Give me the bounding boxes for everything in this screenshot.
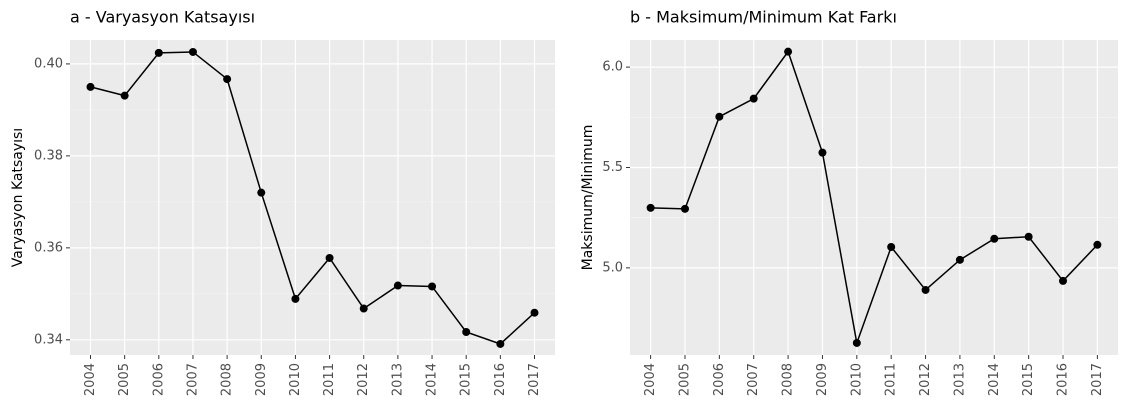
panel-title: b - Maksimum/Minimum Kat Farkı bbox=[630, 8, 897, 27]
x-tick-label: 2017 bbox=[527, 363, 542, 396]
point bbox=[646, 203, 655, 212]
x-tick-label: 2015 bbox=[459, 363, 474, 396]
y-tick-label: 0.36 bbox=[34, 240, 63, 255]
x-tick-label: 2011 bbox=[322, 363, 337, 396]
point bbox=[291, 294, 300, 303]
panel-background bbox=[70, 40, 555, 355]
point bbox=[990, 234, 999, 243]
point bbox=[223, 75, 232, 84]
point bbox=[428, 282, 437, 291]
point bbox=[188, 47, 197, 56]
y-tick-label: 0.40 bbox=[34, 56, 63, 71]
x-tick-label: 2014 bbox=[425, 363, 440, 396]
y-axis-title: Varyasyon Katsayısı bbox=[10, 128, 26, 267]
y-axis-title: Maksimum/Minimum bbox=[580, 125, 596, 271]
x-tick-label: 2013 bbox=[952, 363, 967, 396]
panel-background bbox=[630, 40, 1118, 355]
x-tick-label: 2006 bbox=[151, 363, 166, 396]
x-tick-label: 2004 bbox=[643, 363, 658, 396]
point bbox=[818, 148, 827, 157]
point bbox=[1024, 232, 1033, 241]
point bbox=[154, 48, 163, 57]
x-tick-label: 2009 bbox=[254, 363, 269, 396]
x-tick-label: 2005 bbox=[117, 363, 132, 396]
y-tick-label: 5.0 bbox=[602, 260, 623, 275]
x-tick-label: 2012 bbox=[356, 363, 371, 396]
point bbox=[530, 308, 539, 317]
point bbox=[496, 339, 505, 348]
y-tick-label: 0.34 bbox=[34, 332, 63, 347]
point bbox=[887, 242, 896, 251]
line bbox=[90, 51, 536, 345]
x-tick-label: 2016 bbox=[1056, 363, 1071, 396]
point bbox=[1059, 276, 1068, 285]
point bbox=[921, 285, 930, 294]
x-tick-label: 2008 bbox=[781, 363, 796, 396]
point bbox=[680, 204, 689, 213]
point bbox=[462, 328, 471, 337]
point bbox=[359, 304, 368, 313]
point bbox=[852, 338, 861, 347]
x-tick-label: 2011 bbox=[884, 363, 899, 396]
line bbox=[650, 50, 1098, 346]
point bbox=[393, 281, 402, 290]
x-tick-label: 2016 bbox=[493, 363, 508, 396]
x-tick-label: 2017 bbox=[1090, 363, 1105, 396]
point bbox=[955, 255, 964, 264]
point bbox=[257, 188, 266, 197]
point bbox=[86, 82, 95, 91]
y-tick-label: 6.0 bbox=[602, 60, 623, 75]
x-tick-label: 2014 bbox=[987, 363, 1002, 396]
x-tick-label: 2004 bbox=[83, 363, 98, 396]
x-tick-label: 2010 bbox=[849, 363, 864, 396]
x-tick-label: 2007 bbox=[746, 363, 761, 396]
x-tick-label: 2006 bbox=[712, 363, 727, 396]
point bbox=[1093, 240, 1102, 249]
x-tick-label: 2010 bbox=[288, 363, 303, 396]
x-tick-label: 2008 bbox=[220, 363, 235, 396]
x-tick-label: 2007 bbox=[185, 363, 200, 396]
point bbox=[325, 253, 334, 262]
point bbox=[749, 94, 758, 103]
y-tick-label: 5.5 bbox=[602, 160, 623, 175]
x-tick-label: 2012 bbox=[918, 363, 933, 396]
point bbox=[120, 91, 129, 100]
x-tick-label: 2013 bbox=[390, 363, 405, 396]
x-tick-label: 2015 bbox=[1021, 363, 1036, 396]
y-tick-label: 0.38 bbox=[34, 148, 63, 163]
point bbox=[784, 47, 793, 56]
x-tick-label: 2005 bbox=[677, 363, 692, 396]
point bbox=[715, 112, 724, 121]
x-tick-label: 2009 bbox=[815, 363, 830, 396]
panel-title: a - Varyasyon Katsayısı bbox=[70, 8, 255, 27]
